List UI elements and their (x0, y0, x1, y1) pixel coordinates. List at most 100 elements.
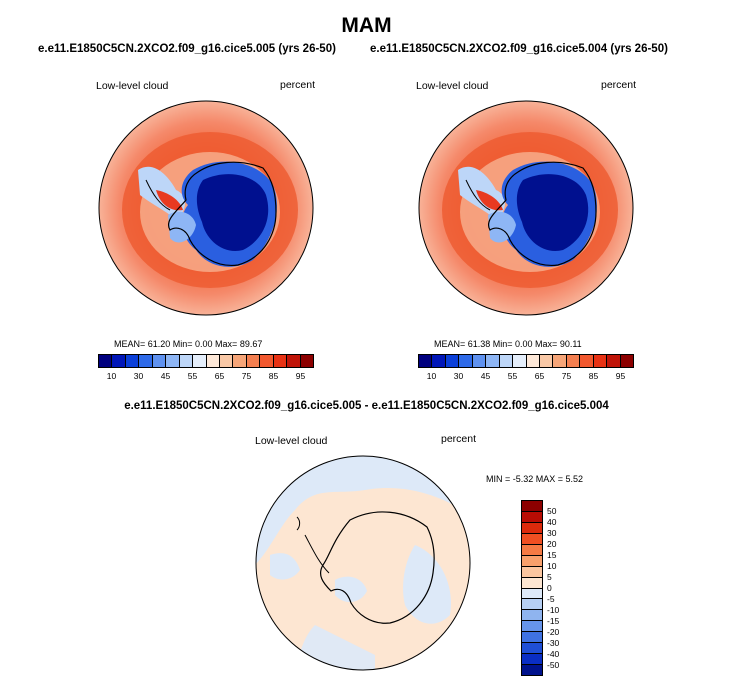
panel-2-colorbar (418, 354, 634, 368)
diff-colorbar-ticks: 50 40 30 20 15 10 5 0 -5 -10 -15 -20 -30 -40 -50 (547, 500, 577, 676)
colorbar-tick-label: 75 (241, 371, 252, 381)
figure-title: MAM (341, 14, 392, 37)
colorbar-tick-label: 20 (547, 539, 557, 549)
colorbar-swatch (522, 566, 542, 578)
panel-1-stats: MEAN= 61.20 Min= 0.00 Max= 89.67 (114, 339, 263, 349)
colorbar-swatch (445, 355, 460, 367)
diff-colorbar (521, 500, 543, 676)
diff-panel-stats: MIN = -5.32 MAX = 5.52 (486, 474, 584, 484)
colorbar-swatch (472, 355, 487, 367)
colorbar-tick-label: 30 (133, 371, 144, 381)
colorbar-tick-label: 55 (507, 371, 518, 381)
colorbar-swatch (206, 355, 220, 367)
colorbar-swatch (620, 355, 633, 367)
diff-panel-title: e.e11.E1850C5CN.2XCO2.f09_g16.cice5.005 … (124, 400, 609, 412)
colorbar-swatch (522, 577, 542, 589)
colorbar-swatch (553, 355, 567, 367)
panel-2-colorbar-ticks: 10 30 45 55 65 75 85 95 (418, 371, 634, 383)
diff-panel-units-label: percent (441, 433, 477, 445)
colorbar-swatch (152, 355, 167, 367)
colorbar-tick-label: 85 (588, 371, 599, 381)
colorbar-swatch (522, 533, 542, 545)
colorbar-swatch (432, 355, 446, 367)
panel-1-colorbar (98, 354, 314, 368)
colorbar-swatch (539, 355, 554, 367)
colorbar-tick-label: -20 (547, 627, 560, 637)
colorbar-swatch (522, 501, 542, 512)
colorbar-swatch (607, 355, 621, 367)
colorbar-swatch (566, 355, 581, 367)
colorbar-swatch (522, 665, 542, 675)
colorbar-tick-label: 10 (426, 371, 437, 381)
colorbar-swatch (419, 355, 433, 367)
colorbar-swatch (125, 355, 140, 367)
colorbar-tick-label: -50 (547, 660, 560, 670)
colorbar-tick-label: 5 (547, 572, 552, 582)
panel-1-polar-map (98, 100, 314, 316)
colorbar-tick-label: 75 (561, 371, 572, 381)
panel-2-polar-map (418, 100, 634, 316)
diff-polar-map (255, 455, 471, 671)
colorbar-swatch (522, 599, 542, 611)
colorbar-tick-label: -10 (547, 605, 560, 615)
colorbar-swatch (139, 355, 153, 367)
colorbar-tick-label: 45 (480, 371, 491, 381)
colorbar-tick-label: 40 (547, 517, 557, 527)
colorbar-tick-label: 50 (547, 506, 557, 516)
colorbar-swatch (486, 355, 500, 367)
colorbar-tick-label: 65 (534, 371, 545, 381)
panel-1-case-title: e.e11.E1850C5CN.2XCO2.f09_g16.cice5.005 … (38, 43, 336, 55)
colorbar-swatch (193, 355, 207, 367)
colorbar-tick-label: 15 (547, 550, 557, 560)
colorbar-swatch (580, 355, 594, 367)
colorbar-tick-label: 95 (295, 371, 306, 381)
colorbar-swatch (273, 355, 288, 367)
colorbar-tick-label: -5 (547, 594, 555, 604)
panel-2-stats: MEAN= 61.38 Min= 0.00 Max= 90.11 (434, 339, 582, 349)
colorbar-swatch (522, 632, 542, 644)
colorbar-swatch (179, 355, 194, 367)
colorbar-swatch (499, 355, 514, 367)
colorbar-swatch (522, 555, 542, 567)
colorbar-tick-label: 10 (547, 561, 557, 571)
colorbar-tick-label: 10 (106, 371, 117, 381)
colorbar-swatch (166, 355, 180, 367)
colorbar-swatch (459, 355, 473, 367)
colorbar-swatch (522, 588, 542, 600)
colorbar-swatch (219, 355, 234, 367)
colorbar-tick-label: 0 (547, 583, 552, 593)
diff-panel-variable-label: Low-level cloud (255, 435, 328, 447)
colorbar-swatch (522, 621, 542, 633)
colorbar-tick-label: 95 (615, 371, 626, 381)
colorbar-swatch (522, 522, 542, 534)
colorbar-tick-label: -40 (547, 649, 560, 659)
colorbar-swatch (246, 355, 261, 367)
colorbar-tick-label: -30 (547, 638, 560, 648)
colorbar-swatch (513, 355, 527, 367)
colorbar-swatch (522, 544, 542, 556)
panel-2-units-label: percent (601, 79, 637, 91)
colorbar-tick-label: 65 (214, 371, 225, 381)
colorbar-swatch (260, 355, 274, 367)
colorbar-tick-label: 30 (547, 528, 557, 538)
colorbar-tick-label: 30 (453, 371, 464, 381)
panel-1-units-label: percent (280, 79, 316, 91)
panel-2-variable-label: Low-level cloud (416, 80, 489, 92)
colorbar-swatch (526, 355, 540, 367)
colorbar-tick-label: 85 (268, 371, 279, 381)
colorbar-tick-label: -15 (547, 616, 560, 626)
panel-2-case-title: e.e11.E1850C5CN.2XCO2.f09_g16.cice5.004 … (370, 43, 668, 55)
colorbar-tick-label: 55 (187, 371, 198, 381)
colorbar-swatch (522, 654, 542, 666)
colorbar-tick-label: 45 (160, 371, 171, 381)
colorbar-swatch (522, 610, 542, 622)
colorbar-swatch (99, 355, 113, 367)
colorbar-swatch (522, 643, 542, 655)
panel-1-colorbar-ticks: 10 30 45 55 65 75 85 95 (98, 371, 314, 383)
panel-1-variable-label: Low-level cloud (96, 80, 169, 92)
colorbar-swatch (233, 355, 247, 367)
colorbar-swatch (522, 511, 542, 523)
colorbar-swatch (593, 355, 608, 367)
colorbar-swatch (287, 355, 301, 367)
colorbar-swatch (112, 355, 126, 367)
